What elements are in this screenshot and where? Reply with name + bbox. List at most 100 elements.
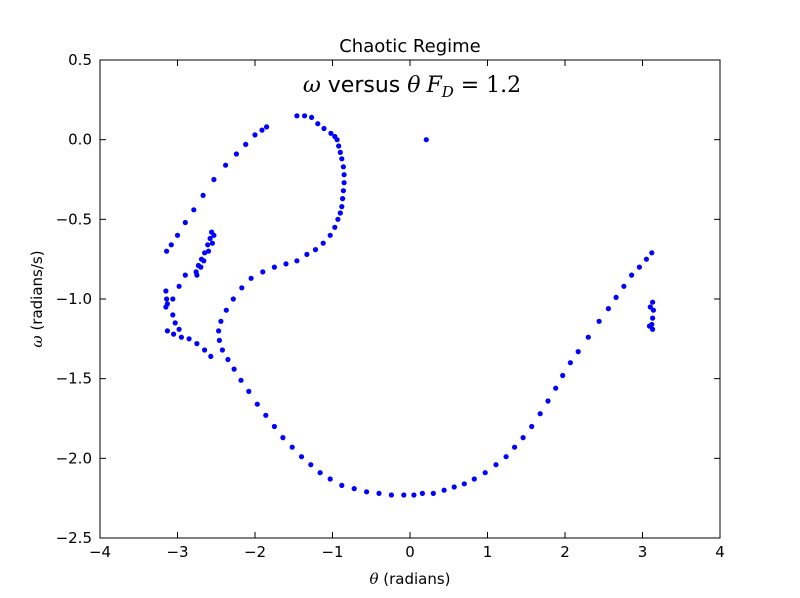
x-tick-label: 0 bbox=[405, 543, 415, 561]
data-point bbox=[231, 366, 237, 372]
y-axis-label: ω (radians/s) bbox=[28, 250, 46, 347]
data-point bbox=[312, 247, 319, 253]
data-point bbox=[337, 210, 343, 216]
data-point bbox=[259, 127, 265, 133]
data-point bbox=[248, 275, 254, 281]
data-point bbox=[225, 356, 231, 363]
x-tick-label: 4 bbox=[715, 543, 725, 561]
data-point bbox=[629, 272, 635, 278]
data-point bbox=[605, 306, 612, 312]
annotation-versus: versus bbox=[321, 73, 407, 98]
data-point bbox=[317, 470, 323, 476]
axis-ticks: −4 −3 −2 −1 0 1 2 3 4 0.5 0.0 −0.5 −1.0 −1.5 −2.0 −2.5 bbox=[56, 51, 725, 561]
x-tick-label: −3 bbox=[166, 543, 188, 561]
data-point bbox=[643, 256, 650, 262]
data-point bbox=[327, 476, 333, 482]
plot-frame bbox=[99, 59, 721, 539]
data-point bbox=[178, 334, 184, 340]
data-point bbox=[340, 164, 346, 170]
data-point bbox=[174, 232, 181, 238]
data-point bbox=[553, 385, 559, 391]
x-axis-label: θ (radians) bbox=[369, 570, 450, 588]
data-point bbox=[170, 296, 176, 302]
x-axis-symbol: θ bbox=[369, 570, 378, 588]
data-point bbox=[194, 272, 200, 278]
chart-annotation: ω versus θ FD = 1.2 bbox=[303, 73, 521, 101]
data-point bbox=[327, 232, 333, 238]
y-axis-symbol: ω bbox=[28, 335, 46, 347]
data-point bbox=[545, 398, 551, 404]
data-point bbox=[194, 341, 200, 347]
data-point bbox=[340, 196, 346, 202]
data-point bbox=[263, 412, 269, 418]
y-tick-label: −1.5 bbox=[56, 370, 92, 388]
data-point bbox=[493, 462, 499, 468]
data-point bbox=[163, 288, 169, 294]
x-tick-label: −2 bbox=[244, 543, 266, 561]
data-point bbox=[340, 188, 346, 194]
x-tick-label: −4 bbox=[89, 543, 111, 561]
data-point bbox=[567, 360, 574, 366]
x-tick-label: 3 bbox=[638, 543, 648, 561]
y-tick-label: −2.0 bbox=[56, 449, 92, 467]
data-point bbox=[339, 482, 345, 488]
data-point bbox=[298, 454, 305, 460]
data-point bbox=[218, 318, 224, 324]
data-point bbox=[451, 484, 457, 490]
data-point bbox=[294, 113, 300, 119]
data-point bbox=[646, 323, 653, 329]
data-point bbox=[208, 353, 214, 359]
data-point bbox=[246, 388, 252, 394]
data-point bbox=[520, 435, 526, 441]
data-point bbox=[186, 336, 192, 342]
data-point bbox=[364, 489, 370, 495]
data-point bbox=[294, 258, 300, 264]
data-point bbox=[289, 444, 295, 450]
data-point bbox=[223, 307, 229, 313]
data-point bbox=[308, 462, 314, 468]
data-point bbox=[423, 137, 429, 143]
data-point bbox=[482, 470, 488, 476]
annotation-force-subscript: D bbox=[441, 83, 454, 101]
data-point bbox=[339, 156, 345, 162]
data-point bbox=[336, 143, 342, 149]
data-point bbox=[172, 320, 178, 326]
data-point bbox=[650, 315, 656, 321]
data-point bbox=[216, 328, 222, 334]
annotation-value: = 1.2 bbox=[454, 73, 521, 98]
data-point bbox=[337, 149, 343, 155]
data-point bbox=[339, 204, 345, 210]
data-point bbox=[309, 114, 315, 120]
data-point bbox=[351, 486, 357, 492]
data-point bbox=[334, 137, 340, 143]
data-point bbox=[283, 261, 289, 267]
y-tick-label: −2.5 bbox=[56, 529, 92, 547]
data-point bbox=[537, 411, 543, 417]
data-point bbox=[191, 207, 197, 213]
data-point bbox=[585, 334, 591, 340]
data-point bbox=[176, 326, 182, 332]
data-point bbox=[230, 296, 236, 302]
data-point bbox=[171, 331, 177, 337]
data-point bbox=[461, 481, 467, 487]
data-point bbox=[254, 401, 260, 407]
annotation-omega: ω bbox=[303, 73, 321, 98]
data-point bbox=[271, 423, 277, 430]
y-tick-label: −0.5 bbox=[56, 210, 92, 228]
x-tick-label: 1 bbox=[483, 543, 493, 561]
y-tick-label: −1.0 bbox=[56, 290, 92, 308]
data-point bbox=[200, 192, 206, 198]
data-point bbox=[650, 307, 657, 313]
data-point bbox=[647, 304, 653, 310]
data-point bbox=[168, 242, 174, 248]
data-point bbox=[650, 299, 656, 305]
x-axis-text: (radians) bbox=[378, 570, 450, 588]
data-point bbox=[511, 444, 518, 450]
data-point bbox=[621, 283, 627, 289]
data-point bbox=[198, 264, 204, 270]
data-point bbox=[216, 337, 222, 343]
data-point bbox=[264, 124, 270, 130]
data-point bbox=[271, 264, 277, 270]
data-point bbox=[650, 326, 656, 332]
annotation-theta: θ bbox=[407, 73, 420, 98]
